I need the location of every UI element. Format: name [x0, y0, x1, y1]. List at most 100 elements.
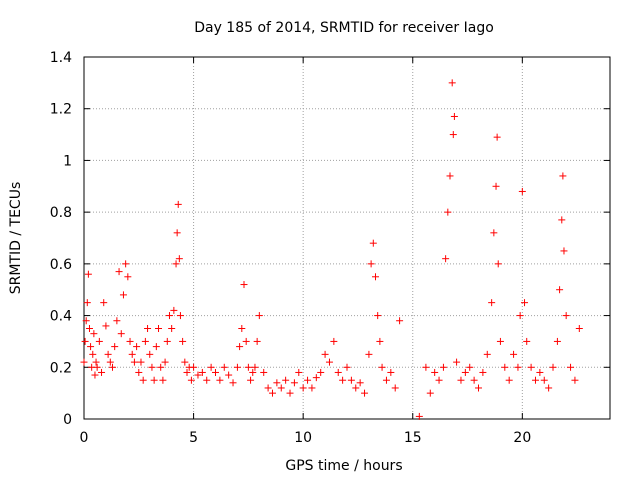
data-point	[104, 350, 112, 358]
data-point	[352, 384, 360, 392]
data-point	[562, 312, 570, 320]
data-point	[494, 260, 502, 268]
data-point	[203, 376, 211, 384]
data-point	[81, 337, 89, 345]
x-tick-label: 20	[513, 430, 531, 446]
data-point	[247, 376, 255, 384]
x-tick-label: 10	[294, 430, 312, 446]
data-point	[106, 358, 114, 366]
data-point	[251, 363, 259, 371]
data-point	[108, 363, 116, 371]
data-point	[117, 330, 125, 338]
data-point	[168, 325, 176, 332]
data-point	[150, 376, 158, 384]
data-point	[225, 371, 233, 379]
data-point	[446, 172, 454, 180]
data-point	[575, 325, 583, 332]
data-point	[113, 317, 121, 325]
data-point	[527, 363, 535, 371]
data-point	[304, 376, 312, 384]
data-point	[457, 376, 465, 384]
data-point	[146, 350, 154, 358]
chart-title: Day 185 of 2014, SRMTID for receiver Iag…	[194, 20, 494, 36]
data-point	[475, 384, 482, 392]
data-point	[378, 363, 386, 371]
data-point	[165, 312, 173, 320]
data-point	[194, 371, 202, 379]
data-point	[144, 325, 152, 332]
y-tick-label: 1.4	[50, 50, 72, 66]
y-tick-label: 1.2	[50, 102, 72, 118]
data-point	[264, 384, 272, 392]
data-point	[453, 358, 461, 366]
data-point	[514, 363, 522, 371]
data-point	[422, 363, 430, 371]
y-tick-label: 0	[63, 412, 72, 428]
tick-marks	[83, 56, 610, 420]
data-point	[356, 379, 364, 387]
data-point	[369, 239, 377, 247]
data-point	[181, 358, 189, 366]
data-points	[80, 79, 583, 420]
y-tick-labels: 0 0.2 0.4 0.6 0.8 1 1.2 1.4	[50, 50, 72, 428]
data-point	[172, 260, 180, 268]
data-point	[444, 208, 452, 216]
data-point	[374, 312, 382, 320]
data-point	[361, 389, 369, 397]
data-point	[490, 229, 498, 237]
data-point	[98, 368, 106, 376]
data-point	[93, 363, 101, 371]
data-point	[371, 273, 379, 281]
data-point	[308, 384, 316, 392]
data-point	[148, 363, 156, 371]
data-point	[317, 368, 325, 376]
data-point	[536, 368, 544, 376]
data-point	[466, 363, 474, 371]
data-point	[518, 187, 526, 195]
data-point	[238, 325, 246, 332]
data-point	[450, 112, 458, 120]
data-point	[242, 337, 250, 345]
data-point	[102, 322, 110, 330]
data-point	[82, 317, 90, 325]
data-point	[128, 350, 136, 358]
data-point	[558, 216, 566, 224]
data-point	[240, 281, 248, 289]
data-point	[130, 358, 138, 366]
data-point	[545, 384, 553, 392]
data-point	[496, 337, 504, 345]
data-point	[229, 379, 237, 387]
grid-lines	[84, 57, 610, 419]
data-point	[233, 363, 241, 371]
data-point	[282, 376, 290, 384]
data-point	[391, 384, 399, 392]
data-point	[85, 325, 93, 332]
data-point	[115, 268, 123, 276]
y-tick-label: 0.6	[50, 257, 72, 273]
data-point	[253, 337, 261, 345]
data-point	[83, 299, 91, 307]
data-point	[516, 312, 524, 320]
data-point	[119, 291, 127, 299]
data-point	[111, 343, 119, 351]
data-point	[523, 337, 531, 345]
data-point	[521, 299, 529, 307]
x-tick-label: 0	[80, 430, 89, 446]
data-point	[133, 343, 141, 351]
data-point	[198, 368, 206, 376]
data-point	[448, 79, 456, 87]
data-point	[176, 312, 184, 320]
data-point	[483, 350, 491, 358]
data-point	[321, 350, 329, 358]
data-point	[124, 273, 132, 281]
data-point	[549, 363, 557, 371]
data-point	[255, 312, 263, 320]
data-point	[190, 363, 198, 371]
data-point	[571, 376, 579, 384]
data-point	[295, 368, 303, 376]
data-point	[470, 376, 478, 384]
data-point	[439, 363, 447, 371]
data-point	[347, 376, 355, 384]
data-point	[365, 350, 373, 358]
data-point	[553, 337, 561, 345]
